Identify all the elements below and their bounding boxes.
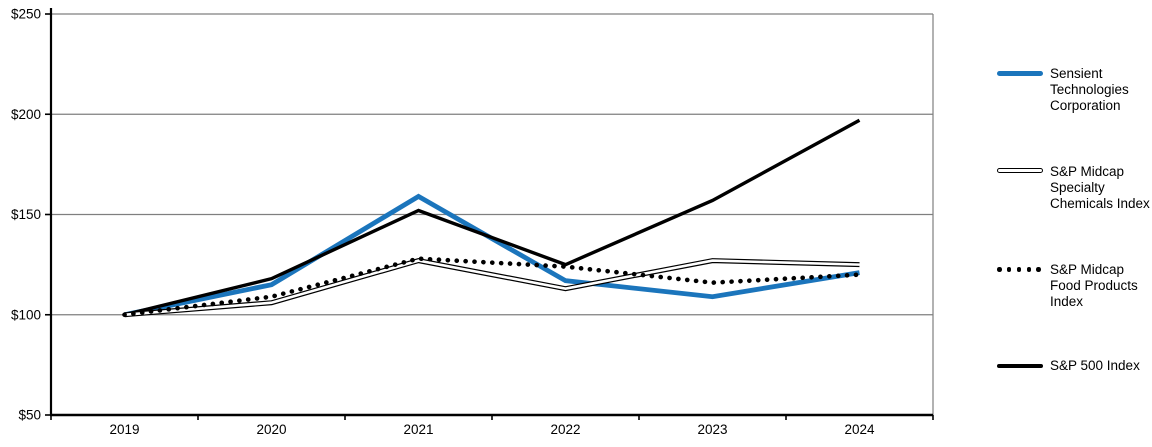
legend-label-specialty-chemicals: S&P Midcap Specialty Chemicals Index xyxy=(1050,164,1150,211)
y-axis-tick-label: $200 xyxy=(11,107,41,122)
legend-swatch-sp500-line xyxy=(997,364,1043,368)
y-axis-tick-label: $150 xyxy=(11,207,41,222)
legend-label-food-products: S&P Midcap Food Products Index xyxy=(1050,262,1138,309)
legend-item-specialty-chemicals: S&P Midcap Specialty Chemicals Index xyxy=(997,164,1152,212)
legend-item-sp500: S&P 500 Index xyxy=(997,358,1152,374)
x-axis-tick-label: 2024 xyxy=(844,422,875,437)
legend-label-sensient: Sensient Technologies Corporation xyxy=(1050,66,1129,113)
legend-swatch-food-dotted-line xyxy=(997,267,1041,272)
performance-chart-plot: $50 $100 $150 $200 $250 2019 2020 2021 2022 2023 2… xyxy=(11,7,934,437)
legend-item-food-products: S&P Midcap Food Products Index xyxy=(997,262,1152,310)
x-axis-tick-label: 2022 xyxy=(550,422,580,437)
series-line-chemicals-inner xyxy=(124,259,860,317)
y-axis-tick-label: $50 xyxy=(18,408,41,423)
legend-swatch-sensient-line xyxy=(997,71,1043,76)
x-axis-tick-label: 2019 xyxy=(109,422,139,437)
y-axis-tick-label: $250 xyxy=(11,7,41,22)
x-axis-tick-label: 2021 xyxy=(403,422,433,437)
x-axis-tick-label: 2023 xyxy=(697,422,727,437)
chart-legend: Sensient Technologies Corporation S&P Mi… xyxy=(997,0,1152,447)
y-axis-tick-label: $100 xyxy=(11,307,41,322)
legend-item-sensient: Sensient Technologies Corporation xyxy=(997,66,1152,114)
legend-swatch-chemicals-double-line xyxy=(997,168,1043,173)
legend-label-sp500: S&P 500 Index xyxy=(1050,358,1140,373)
series-line-food xyxy=(122,256,862,318)
x-axis-tick-label: 2020 xyxy=(256,422,286,437)
series-line-sp500 xyxy=(124,118,861,317)
